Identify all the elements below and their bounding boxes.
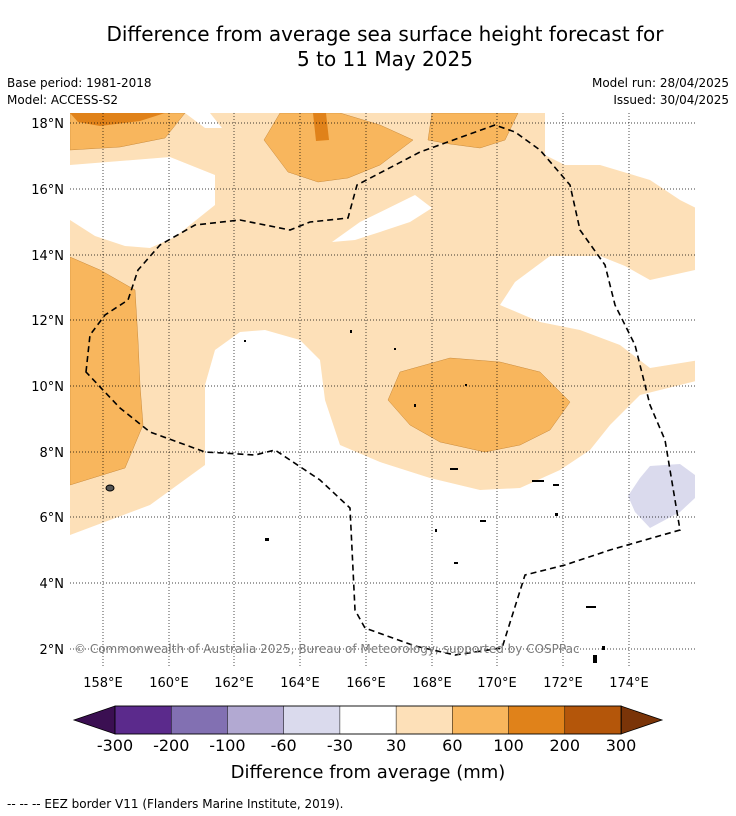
meta-right: Model run: 28/04/2025 Issued: 30/04/2025 xyxy=(592,75,729,109)
white-region-south xyxy=(70,330,695,668)
lat-label: 12°N xyxy=(31,314,64,329)
colorbar-segment xyxy=(452,705,510,735)
base-period: Base period: 1981-2018 xyxy=(7,76,152,90)
white-region-north xyxy=(185,113,222,128)
colorbar-segment xyxy=(564,705,622,735)
lon-label: 170°E xyxy=(477,676,517,691)
colorbar-tick-label: 100 xyxy=(493,736,524,755)
copyright-notice: © Commonwealth of Australia 2025, Bureau… xyxy=(74,642,580,656)
colorbar-segment xyxy=(339,705,397,735)
colorbar-tick-label: 30 xyxy=(386,736,406,755)
issued-date: Issued: 30/04/2025 xyxy=(613,93,729,107)
white-region-small xyxy=(332,195,432,242)
colorbar-tick-label: 300 xyxy=(606,736,637,755)
colorbar-segment xyxy=(283,705,341,735)
colorbar-segment xyxy=(508,705,566,735)
lat-label: 10°N xyxy=(31,380,64,395)
lat-label: 6°N xyxy=(40,511,65,526)
anomaly-100-200-nw xyxy=(70,113,165,126)
colorbar: -300 -200 -100 -60 -30 30 60 100 200 300 xyxy=(72,705,664,755)
colorbar-segment xyxy=(114,705,172,735)
colorbar-tick-label: 200 xyxy=(550,736,581,755)
colorbar-extend-left xyxy=(72,705,116,735)
model-run: Model run: 28/04/2025 xyxy=(591,76,729,90)
chart-title: Difference from average sea surface heig… xyxy=(40,22,730,72)
colorbar-tick-label: -30 xyxy=(327,736,353,755)
colorbar-tick-label: -200 xyxy=(153,736,189,755)
anomaly-neg30-neg60-east xyxy=(628,464,695,528)
colorbar-tick-label: -60 xyxy=(271,736,297,755)
colorbar-tick-label: 60 xyxy=(442,736,462,755)
graticule xyxy=(70,113,695,668)
lat-label: 16°N xyxy=(31,183,64,198)
title-line-2: 5 to 11 May 2025 xyxy=(297,47,473,71)
anomaly-60-100-west xyxy=(70,256,144,486)
colorbar-label: Difference from average (mm) xyxy=(230,762,506,783)
meta-left: Base period: 1981-2018 Model: ACCESS-S2 xyxy=(7,75,152,109)
colorbar-segment xyxy=(395,705,454,735)
lon-label: 162°E xyxy=(214,676,254,691)
lat-label: 8°N xyxy=(40,446,65,461)
colorbar-frame xyxy=(114,705,622,735)
anomaly-60-100-north-2 xyxy=(427,113,519,149)
anomaly-100-200-north xyxy=(313,113,329,141)
colorbar-extend-right xyxy=(620,705,664,735)
latitude-labels: 18°N 16°N 14°N 12°N 10°N 8°N 6°N 4°N 2°N xyxy=(31,117,64,658)
anomaly-60-100-central xyxy=(387,357,571,453)
white-region-west xyxy=(70,157,215,248)
lat-label: 14°N xyxy=(31,249,64,264)
island-specks xyxy=(244,330,605,663)
anomaly-60-100-north-1 xyxy=(263,113,414,183)
eez-footnote: -- -- -- EEZ border V11 (Flanders Marine… xyxy=(7,797,344,811)
lon-label: 166°E xyxy=(346,676,386,691)
longitude-labels: 158°E 160°E 162°E 164°E 166°E 168°E 170°… xyxy=(83,676,649,691)
lon-label: 160°E xyxy=(149,676,189,691)
lat-label: 4°N xyxy=(40,577,65,592)
map-area: © Commonwealth of Australia 2025, Bureau… xyxy=(70,113,695,668)
title-line-1: Difference from average sea surface heig… xyxy=(106,22,664,46)
lon-label: 174°E xyxy=(609,676,649,691)
white-region-ne xyxy=(545,113,695,208)
eez-border xyxy=(85,124,681,656)
colorbar-tick-label: -100 xyxy=(209,736,245,755)
island-marker xyxy=(105,484,115,492)
lon-label: 168°E xyxy=(412,676,452,691)
lat-label: 18°N xyxy=(31,117,64,132)
colorbar-segment xyxy=(227,705,285,735)
white-region-east xyxy=(500,256,695,368)
colorbar-segment xyxy=(170,705,229,735)
lat-label: 2°N xyxy=(40,643,65,658)
lon-label: 158°E xyxy=(83,676,123,691)
lon-label: 164°E xyxy=(280,676,320,691)
map-figure: © Commonwealth of Australia 2025, Bureau… xyxy=(31,113,695,755)
model-name: Model: ACCESS-S2 xyxy=(7,93,119,107)
lon-label: 172°E xyxy=(543,676,583,691)
colorbar-tick-label: -300 xyxy=(97,736,133,755)
